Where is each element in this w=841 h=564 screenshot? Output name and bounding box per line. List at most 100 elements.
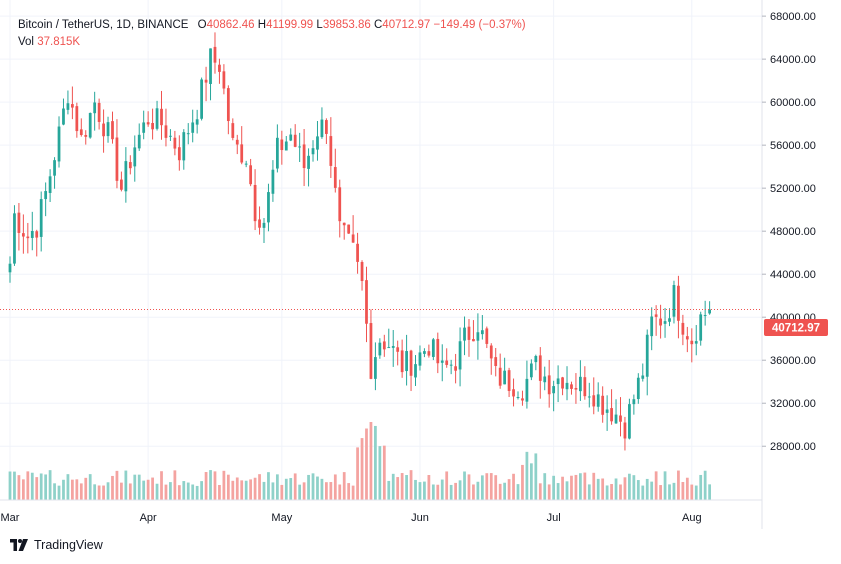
volume-bar xyxy=(382,445,386,500)
tradingview-logo[interactable]: TradingView xyxy=(10,538,103,552)
candle-body xyxy=(654,314,658,317)
candle-body xyxy=(177,147,181,161)
candle-body xyxy=(645,334,649,377)
candle-body xyxy=(583,377,587,397)
time-tick-label: Jun xyxy=(411,512,429,524)
volume-bar xyxy=(699,474,703,500)
volume-bar xyxy=(213,471,217,500)
candle-body xyxy=(374,357,377,379)
price-tick-label: 68000.00 xyxy=(770,11,816,23)
volume-bar xyxy=(75,479,79,500)
volume-bar xyxy=(115,470,119,500)
candle-body xyxy=(120,179,123,190)
volume-bar xyxy=(378,446,382,500)
volume-bar xyxy=(307,474,310,500)
volume-bar xyxy=(244,480,248,500)
candle-body xyxy=(480,330,484,335)
volume-bar xyxy=(169,482,172,500)
volume-bar xyxy=(235,477,239,500)
volume-bar xyxy=(62,479,65,500)
volume-bar xyxy=(414,479,417,500)
time-axis[interactable]: Mar Apr May Jun Jul Aug xyxy=(1,512,702,524)
volume-bar xyxy=(57,485,61,500)
volume-bar xyxy=(128,483,132,500)
volume-bar xyxy=(512,473,515,500)
low-value: 39853.86 xyxy=(322,19,371,31)
candle-body xyxy=(369,323,373,379)
volume-bar xyxy=(668,484,671,500)
candle-body xyxy=(169,135,172,137)
volume-bar xyxy=(102,485,105,500)
candle-body xyxy=(289,134,293,141)
candle-body xyxy=(610,408,613,422)
candle-body xyxy=(325,120,328,134)
candle-body xyxy=(115,137,119,181)
chart-grid xyxy=(0,0,762,500)
symbol-title[interactable]: Bitcoin / TetherUS, 1D, BINANCE xyxy=(18,19,189,31)
volume-bar xyxy=(703,470,707,500)
candle-body xyxy=(128,162,132,169)
volume-bar xyxy=(160,471,163,500)
candle-body xyxy=(596,394,600,407)
candle-body xyxy=(467,326,471,340)
volume-bar xyxy=(494,475,498,500)
candle-body xyxy=(440,360,444,363)
price-tick-label: 64000.00 xyxy=(770,54,816,66)
candle-body xyxy=(378,342,382,356)
candle-body xyxy=(311,148,315,155)
candle-body xyxy=(302,144,306,169)
volume-bar xyxy=(369,422,373,500)
candle-body xyxy=(253,184,257,222)
volume-bar xyxy=(284,478,288,500)
volume-bar xyxy=(596,478,600,500)
volume-bar xyxy=(534,453,538,500)
candle-body xyxy=(543,376,547,383)
candlesticks xyxy=(8,32,711,451)
candle-body xyxy=(271,169,275,194)
candle-body xyxy=(503,370,507,385)
volume-bar xyxy=(231,480,235,500)
volume-bar xyxy=(663,471,667,500)
candle-body xyxy=(338,187,342,222)
volume-bar xyxy=(458,480,462,500)
candle-body xyxy=(35,231,39,238)
volume-bar xyxy=(97,485,101,500)
volume-bar xyxy=(423,481,426,500)
volume-bar xyxy=(316,476,319,500)
candle-body xyxy=(579,376,582,392)
volume-bar xyxy=(374,425,377,500)
candle-body xyxy=(498,367,502,386)
candle-body xyxy=(708,309,711,314)
volume-bar xyxy=(587,484,591,500)
candle-body xyxy=(458,341,462,370)
candle-body xyxy=(97,102,101,122)
volume-bar xyxy=(204,472,208,500)
volume-bar xyxy=(79,483,83,500)
candle-body xyxy=(463,327,466,341)
candle-body xyxy=(133,147,137,167)
price-axis[interactable]: 68000.00 64000.00 60000.00 56000.00 52000.00… xyxy=(762,11,816,453)
volume-bar xyxy=(449,484,453,500)
price-tick-label: 52000.00 xyxy=(770,183,816,195)
candle-body xyxy=(66,103,70,110)
volume-bar xyxy=(632,475,636,500)
candle-body xyxy=(48,176,52,193)
volume-bar xyxy=(472,484,475,500)
candle-body xyxy=(570,384,573,389)
candle-body xyxy=(320,119,324,138)
candle-body xyxy=(485,328,489,344)
candle-body xyxy=(200,79,203,119)
candle-body xyxy=(13,213,16,264)
volume-bar xyxy=(111,475,114,500)
candle-body xyxy=(293,134,297,147)
volume-bar xyxy=(454,482,457,500)
candle-body xyxy=(93,102,97,114)
candle-body xyxy=(360,262,364,282)
price-tick-label: 56000.00 xyxy=(770,140,816,152)
volume-bar xyxy=(338,484,342,500)
volume-bar xyxy=(267,472,270,500)
candle-body xyxy=(186,133,190,135)
candle-body xyxy=(628,404,631,439)
volume-bar xyxy=(521,464,524,500)
